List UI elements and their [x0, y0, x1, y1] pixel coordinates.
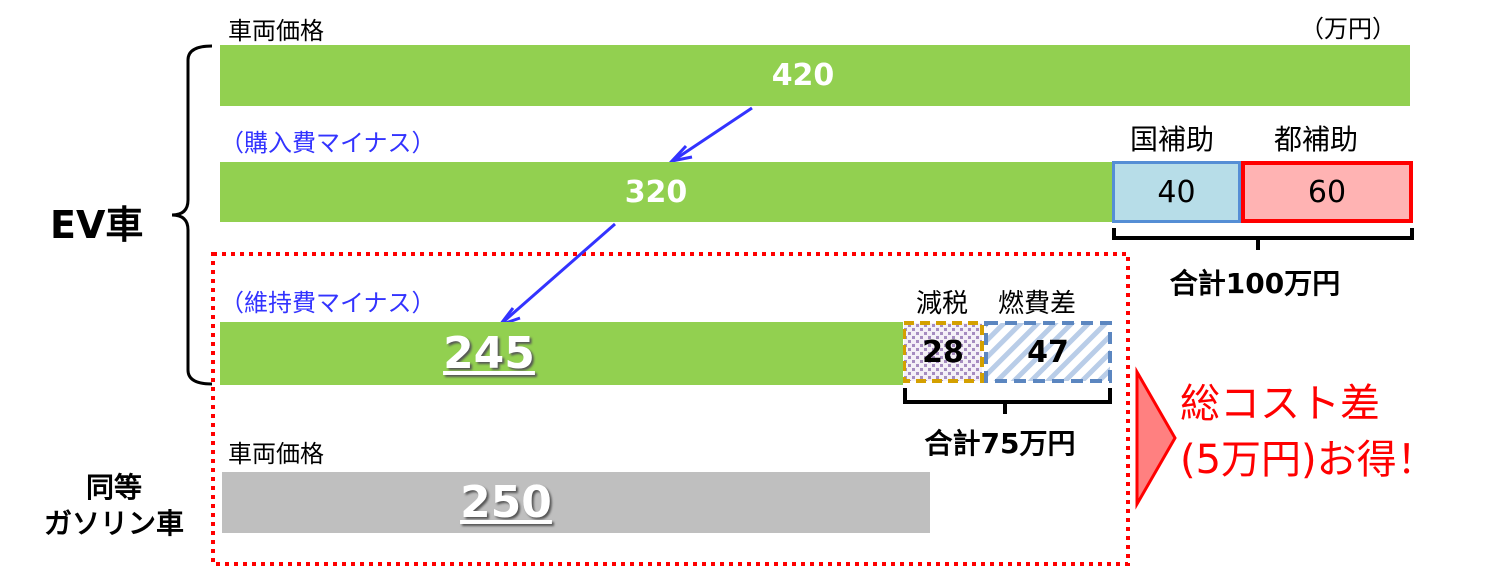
gas-car-label: 同等 ガソリン車 — [40, 470, 188, 542]
arrow-icon — [495, 222, 616, 329]
national-subsidy-label: 国補助 — [1130, 123, 1215, 156]
callout-line1: 総コスト差 — [1180, 381, 1380, 427]
ev-purchase-bar: 320 — [220, 162, 1112, 222]
arrow-icon — [667, 106, 753, 164]
ev-maintenance-bar: 245 — [220, 322, 903, 385]
subsidy-brace — [1112, 228, 1414, 250]
ev-price-bar: 420 — [220, 45, 1410, 106]
metro-subsidy-label: 都補助 — [1274, 123, 1359, 156]
ev-brace — [171, 44, 213, 386]
total-cost-callout: 総コスト差 (5万円)お得！ — [1180, 376, 1437, 488]
maintenance-highlight-frame — [211, 252, 1130, 566]
tax-reduction-label: 減税 — [916, 289, 969, 319]
ev-maintenance-value: 245 — [443, 328, 535, 379]
fuel-saving-box: 47 — [985, 322, 1111, 382]
tax-reduction-box: 28 — [903, 322, 983, 382]
ev-price-label: 車両価格 — [228, 17, 324, 45]
gas-car-label-line2: ガソリン車 — [43, 507, 184, 540]
metro-subsidy-box: 60 — [1241, 161, 1413, 223]
fuel-saving-label: 燃費差 — [998, 289, 1077, 319]
purchase-minus-label: （購入費マイナス） — [220, 129, 436, 157]
fuel-saving-box-fill — [984, 321, 1112, 383]
tax-reduction-value: 28 — [922, 334, 964, 370]
metro-subsidy-value: 60 — [1307, 174, 1347, 210]
subsidy-total: 合計100万円 — [1169, 267, 1341, 300]
national-subsidy-value: 40 — [1157, 174, 1196, 210]
gas-price-label: 車両価格 — [228, 440, 324, 468]
fuel-saving-value: 47 — [1027, 334, 1069, 370]
tax-reduction-box-fill — [902, 321, 984, 383]
ev-price-value: 420 — [771, 58, 835, 93]
unit-label: （万円） — [1300, 15, 1396, 43]
savings-total: 合計75万円 — [924, 427, 1076, 460]
gas-price-value: 250 — [460, 477, 552, 528]
savings-brace — [903, 388, 1112, 414]
ev-label: EV車 — [50, 203, 144, 247]
maintenance-minus-label: （維持費マイナス） — [220, 289, 436, 317]
ev-purchase-value: 320 — [624, 174, 688, 210]
callout-line2: (5万円)お得！ — [1180, 437, 1437, 483]
national-subsidy-box: 40 — [1112, 161, 1241, 223]
gas-car-label-line1: 同等 — [85, 471, 142, 504]
gas-price-bar: 250 — [222, 472, 930, 533]
callout-triangle-icon — [1135, 366, 1177, 510]
